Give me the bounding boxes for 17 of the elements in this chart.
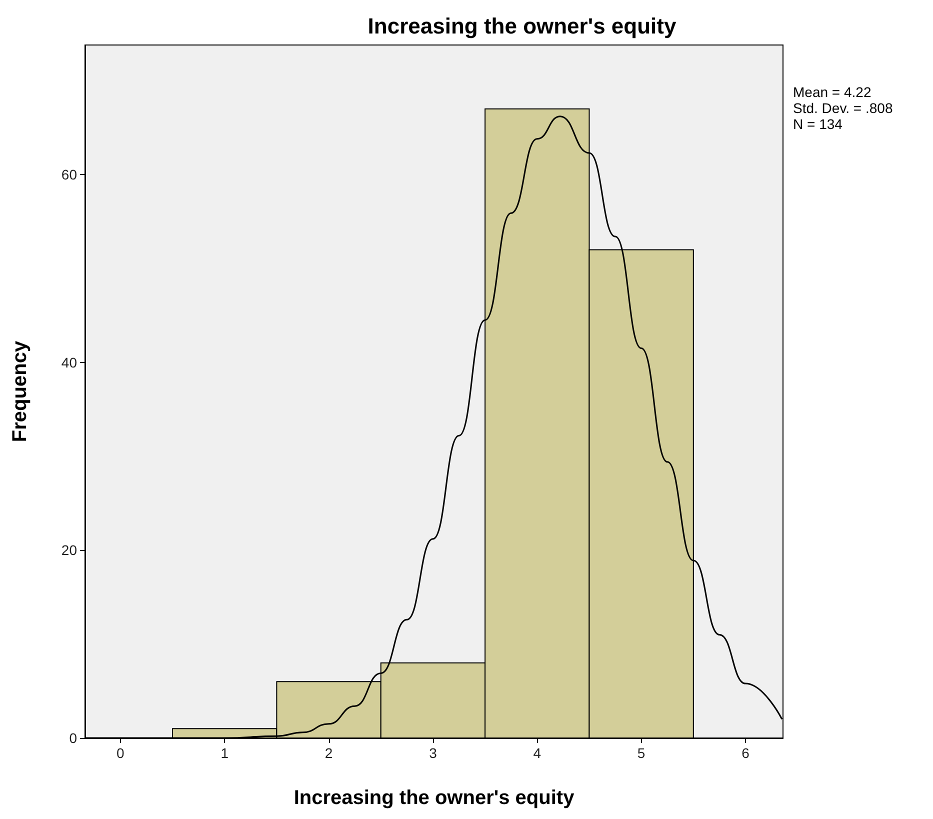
x-tick-label: 1 [220, 745, 229, 761]
text: Std. Dev. = .808 [793, 100, 893, 116]
x-tick-label: 3 [429, 745, 438, 761]
text: Mean = 4.22 [793, 84, 872, 100]
x-tick-label: 2 [324, 745, 333, 761]
y-axis-title: Frequency [9, 340, 31, 442]
chart-title: Increasing the owner's equity [368, 14, 677, 38]
x-tick-label: 6 [742, 745, 750, 761]
text: N = 134 [793, 116, 843, 132]
x-tick-label: 4 [533, 745, 542, 761]
y-tick-label: 20 [61, 542, 78, 558]
x-tick-label: 5 [637, 745, 646, 761]
y-tick-label: 60 [61, 166, 78, 183]
x-axis-title: Increasing the owner's equity [294, 787, 576, 809]
y-tick-label: 0 [69, 730, 78, 746]
y-tick-label: 40 [61, 354, 78, 370]
x-tick-label: 0 [116, 745, 125, 761]
